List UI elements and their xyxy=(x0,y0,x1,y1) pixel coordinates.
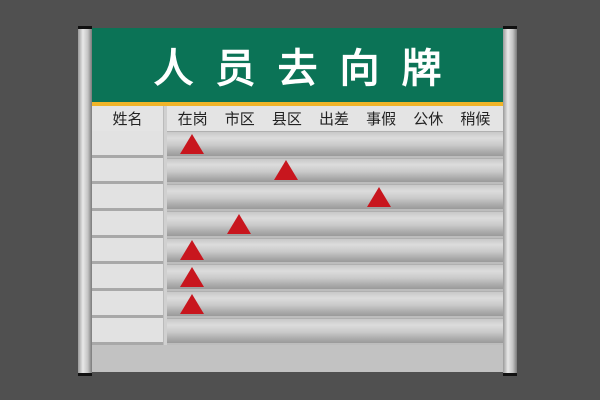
status-header-1: 市区 xyxy=(224,110,255,128)
whereabouts-board: 人员去向牌 姓名 在岗 市区 县区 出差 事假 公休 稍候 xyxy=(92,28,503,372)
staff-row xyxy=(92,131,503,158)
name-header: 姓名 xyxy=(112,110,143,128)
name-slot[interactable] xyxy=(92,237,163,265)
status-marker-triangle[interactable] xyxy=(180,293,205,314)
status-track[interactable] xyxy=(167,237,503,265)
staff-row xyxy=(92,317,503,345)
name-slot[interactable] xyxy=(92,317,163,345)
status-marker-triangle[interactable] xyxy=(180,267,205,288)
board-title: 人员去向牌 xyxy=(92,28,503,102)
accent-stripe xyxy=(92,102,503,106)
status-track[interactable] xyxy=(167,131,503,158)
status-header-5: 公休 xyxy=(413,110,444,128)
column-divider xyxy=(163,106,167,131)
status-track[interactable] xyxy=(167,317,503,345)
status-marker-triangle[interactable] xyxy=(273,160,298,181)
column-divider xyxy=(163,264,167,292)
column-divider xyxy=(163,184,167,212)
column-divider xyxy=(163,237,167,265)
column-divider xyxy=(163,291,167,318)
status-header-0: 在岗 xyxy=(177,110,208,128)
name-slot[interactable] xyxy=(92,184,163,212)
column-divider xyxy=(163,317,167,345)
status-track[interactable] xyxy=(167,184,503,212)
status-marker-triangle[interactable] xyxy=(367,187,392,208)
name-slot[interactable] xyxy=(92,157,163,185)
staff-row xyxy=(92,211,503,238)
status-marker-triangle[interactable] xyxy=(180,240,205,261)
status-marker-triangle[interactable] xyxy=(227,213,252,234)
status-track[interactable] xyxy=(167,291,503,318)
staff-row xyxy=(92,237,503,265)
name-slot[interactable] xyxy=(92,291,163,318)
name-slot[interactable] xyxy=(92,131,163,158)
staff-row xyxy=(92,157,503,185)
column-divider xyxy=(163,211,167,238)
status-track[interactable] xyxy=(167,264,503,292)
name-slot[interactable] xyxy=(92,211,163,238)
staff-row xyxy=(92,184,503,212)
left-pole xyxy=(78,26,92,376)
status-header-4: 事假 xyxy=(366,110,397,128)
staff-row xyxy=(92,264,503,292)
status-marker-triangle[interactable] xyxy=(180,133,205,154)
staff-row xyxy=(92,291,503,318)
status-track[interactable] xyxy=(167,211,503,238)
column-header: 姓名 在岗 市区 县区 出差 事假 公休 稍候 xyxy=(92,106,503,131)
status-header-2: 县区 xyxy=(271,110,302,128)
status-header-3: 出差 xyxy=(318,110,349,128)
column-divider xyxy=(163,157,167,185)
status-track[interactable] xyxy=(167,157,503,185)
column-divider xyxy=(163,131,167,158)
right-pole xyxy=(503,26,517,376)
status-headers: 在岗 市区 县区 出差 事假 公休 稍候 xyxy=(167,108,503,129)
name-slot[interactable] xyxy=(92,264,163,292)
status-header-6: 稍候 xyxy=(460,110,491,128)
staff-rows xyxy=(92,131,503,345)
